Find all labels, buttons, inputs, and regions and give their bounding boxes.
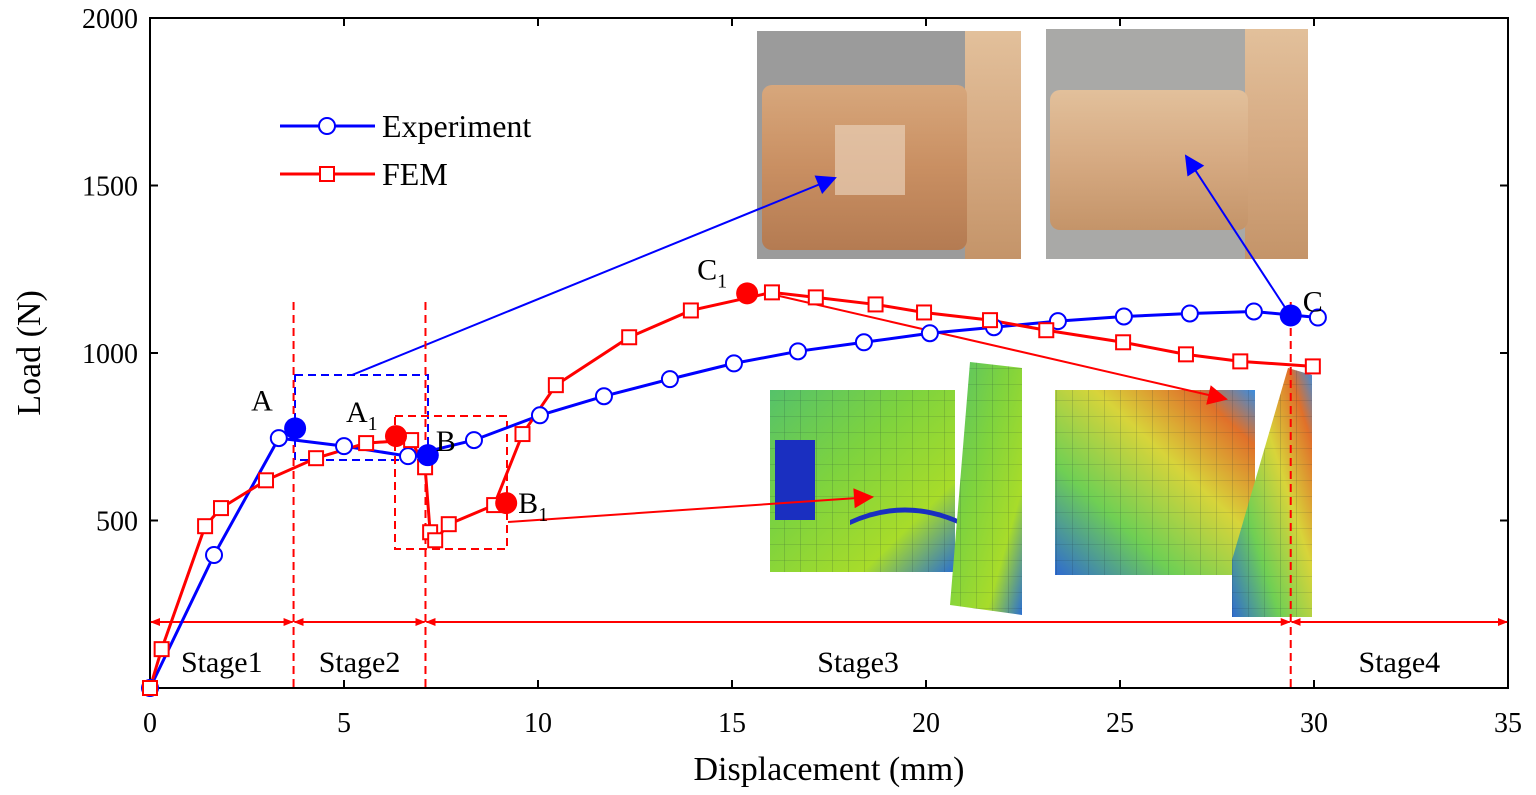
data-point [308,450,325,467]
data-point [1115,334,1132,351]
photo-inset [757,31,1021,259]
pointer-arrow [1184,154,1289,313]
y-tick-label: 2000 [82,4,138,35]
key-point [384,425,407,448]
key-point [284,417,307,440]
data-point [440,516,457,533]
data-point [788,342,807,361]
data-point [982,312,999,329]
data-point [530,406,549,425]
data-point [1180,304,1199,323]
data-point [1304,358,1321,375]
y-axis-label: Load (N) [11,290,48,416]
data-point [807,289,824,306]
data-point [427,532,444,549]
x-tick-label: 30 [1300,708,1328,739]
data-point [358,435,375,452]
legend-label: FEM [382,156,448,192]
stage-label: Stage2 [319,646,401,679]
photo-inset [1046,29,1308,259]
y-tick-label: 1500 [82,172,138,203]
pointer-arrow [351,175,837,376]
data-point [1308,308,1327,327]
fem-inset [770,362,1022,615]
x-axis-label: Displacement (mm) [694,751,965,788]
data-point [660,370,679,389]
key-point-label: B1 [518,487,548,526]
key-point-label: B [436,425,456,458]
region-box [394,415,508,550]
data-point [916,304,933,321]
data-point [1177,346,1194,363]
x-tick-label: 15 [718,708,746,739]
key-point [1279,304,1302,327]
data-point [197,518,214,535]
key-point-label: C [1303,285,1323,318]
data-point [464,431,483,450]
key-point-subscript: 1 [717,270,727,292]
x-tick-label: 0 [143,708,157,739]
legend-label: Experiment [382,108,531,144]
key-point-label: C [697,253,717,286]
x-tick-label: 10 [524,708,552,739]
key-point-label: B [436,425,456,458]
data-point [269,429,288,448]
y-tick-label: 1000 [82,339,138,370]
key-point-label: A [251,384,273,417]
data-point [867,296,884,313]
stage-label: Stage4 [1359,646,1441,679]
x-tick-label: 25 [1106,708,1134,739]
data-point [1038,322,1055,339]
data-point [594,387,613,406]
key-point-subscript: 1 [368,413,378,435]
data-point [258,472,275,489]
key-point-label: A1 [346,396,378,435]
legend-item: FEM [280,156,448,192]
data-point [142,680,158,696]
x-tick-label: 35 [1494,708,1522,739]
legend-item: Experiment [280,108,531,144]
data-point [1244,302,1263,321]
y-tick-label: 500 [96,507,138,538]
key-point-label: C1 [697,253,727,292]
key-point [736,282,759,305]
key-point [416,444,439,467]
data-point [335,437,353,456]
data-point [153,641,170,658]
data-point [213,500,230,517]
data-point [514,426,531,443]
data-point [763,284,780,301]
legend-marker [319,166,335,182]
data-point [547,377,564,394]
stage-label: Stage3 [817,646,899,679]
key-point-label: A [251,384,273,417]
pointer-arrow [507,488,874,523]
data-point [1114,307,1133,326]
data-point [399,447,418,466]
data-point [920,324,939,343]
key-point [495,492,518,515]
data-point [724,354,743,373]
data-point [682,302,699,319]
data-point [854,333,873,352]
data-point [621,329,638,346]
data-point [205,546,224,565]
key-point-label: B [518,487,538,520]
x-tick-label: 5 [337,708,351,739]
pointer-arrow [774,294,1228,405]
key-point-label: C [1303,285,1323,318]
stage-label: Stage1 [181,646,263,679]
legend-marker [318,117,336,135]
x-tick-label: 20 [912,708,940,739]
key-point-subscript: 1 [538,504,548,526]
fem-inset [1055,368,1312,617]
data-point [1232,353,1249,370]
key-point-label: A [346,396,368,429]
